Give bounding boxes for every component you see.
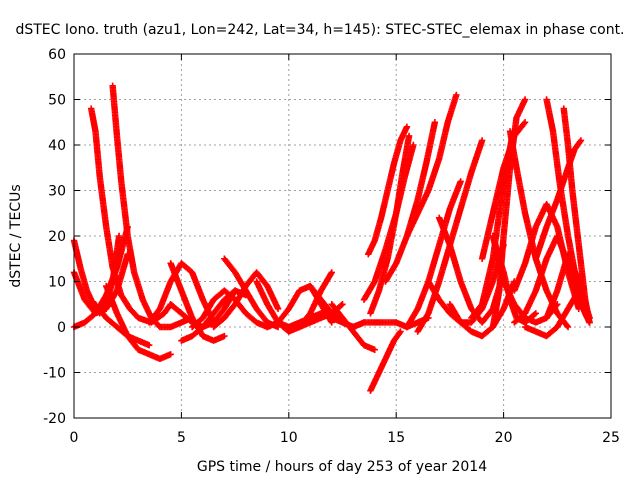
- data-point: [396, 329, 403, 337]
- x-tick-label: 0: [70, 430, 79, 446]
- data-point: [338, 302, 345, 309]
- data-arc: [403, 178, 464, 331]
- data-point: [403, 123, 411, 130]
- y-tick-label: 0: [57, 320, 66, 336]
- y-tick-label: 20: [48, 229, 66, 245]
- x-tick-label: 20: [495, 430, 513, 446]
- data-arc: [109, 82, 196, 331]
- data-arc: [532, 137, 585, 262]
- y-tick-label: -20: [43, 411, 66, 427]
- data-point: [339, 301, 346, 308]
- x-tick-label: 10: [280, 430, 298, 446]
- data-arc: [70, 251, 131, 317]
- y-axis-label: dSTEC / TECUs: [8, 184, 24, 287]
- data-point: [577, 137, 585, 144]
- y-tick-label: 10: [48, 275, 66, 291]
- data-point: [521, 96, 529, 103]
- data-point: [531, 311, 538, 318]
- data-arc: [489, 232, 561, 326]
- x-axis-label: GPS time / hours of day 253 of year 2014: [197, 459, 487, 475]
- data-arc: [92, 301, 153, 349]
- data-point: [478, 137, 486, 144]
- data-point: [520, 120, 528, 127]
- data-arc: [367, 328, 404, 394]
- y-tick-label: -10: [43, 366, 66, 382]
- data-point: [221, 332, 228, 340]
- data-point: [397, 328, 404, 335]
- data-arc: [543, 251, 593, 322]
- y-tick-label: 50: [48, 93, 66, 109]
- data-arc: [328, 301, 378, 353]
- data-arc: [210, 269, 282, 331]
- x-tick-label: 5: [177, 430, 186, 446]
- data-point: [405, 132, 413, 140]
- data-point: [328, 269, 335, 276]
- data-point: [145, 342, 153, 349]
- data-point: [563, 322, 571, 329]
- data-point: [410, 141, 417, 149]
- y-tick-label: 60: [48, 47, 66, 63]
- x-tick-label: 25: [602, 430, 620, 446]
- data-arc: [188, 287, 282, 331]
- data-point: [453, 91, 460, 99]
- y-tick-label: 30: [48, 184, 66, 200]
- data-point: [115, 232, 123, 240]
- x-tick-label: 15: [387, 430, 405, 446]
- data-point: [371, 346, 378, 353]
- data-arc: [403, 91, 460, 240]
- data-arc: [365, 123, 411, 258]
- data-point: [167, 351, 174, 358]
- data-arc: [506, 128, 572, 331]
- chart-title: dSTEC Iono. truth (azu1, Lon=242, Lat=34…: [15, 22, 624, 38]
- data-arc: [167, 260, 228, 344]
- data-marks: [70, 82, 593, 394]
- data-point: [532, 310, 540, 317]
- axis-ticks: 0 5 10 15 20 25 -20 -10 0 10 20 30 40 50 60: [43, 47, 620, 446]
- data-point: [576, 138, 584, 145]
- data-point: [274, 305, 282, 312]
- data-point: [431, 119, 439, 126]
- y-tick-label: 40: [48, 138, 66, 154]
- data-point: [521, 119, 529, 126]
- data-point: [564, 323, 572, 331]
- data-arc: [367, 132, 413, 317]
- data-arc: [87, 105, 174, 326]
- data-point: [457, 178, 464, 185]
- data-point: [586, 314, 593, 322]
